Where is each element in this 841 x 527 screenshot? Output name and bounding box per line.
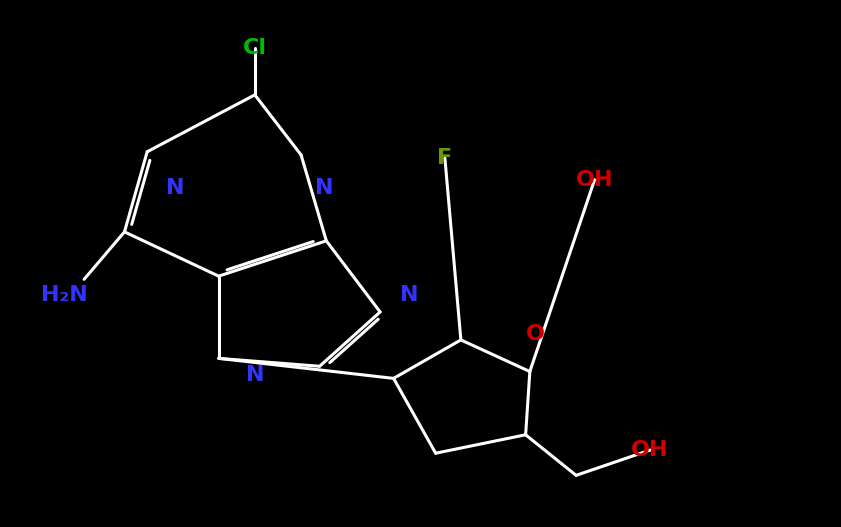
Text: N: N (315, 178, 334, 198)
Text: O: O (526, 324, 544, 344)
Text: N: N (400, 285, 419, 305)
Text: Cl: Cl (243, 38, 267, 58)
Text: H₂N: H₂N (41, 285, 88, 305)
Text: N: N (246, 365, 264, 385)
Text: N: N (166, 178, 184, 198)
Text: OH: OH (632, 440, 669, 460)
Text: F: F (437, 148, 452, 168)
Text: OH: OH (576, 170, 613, 190)
